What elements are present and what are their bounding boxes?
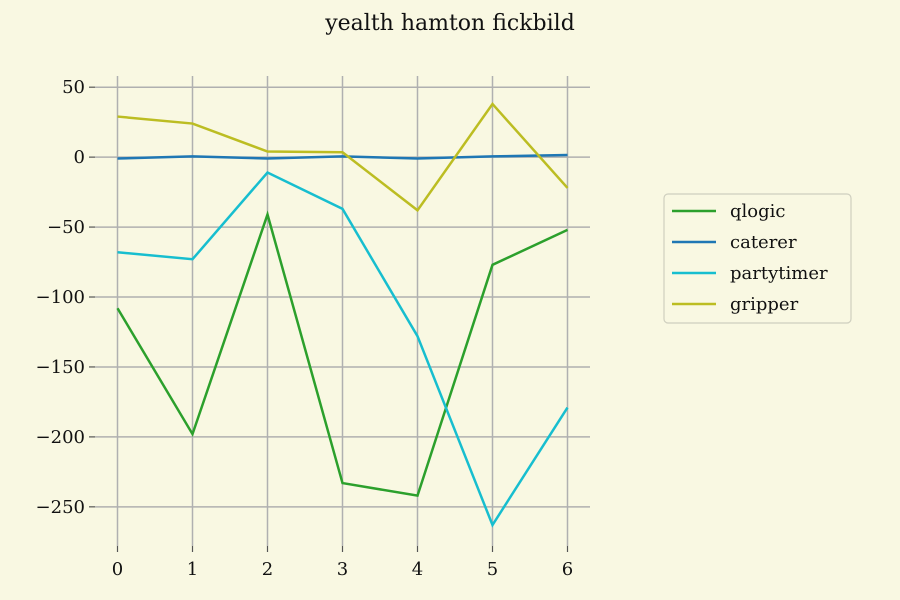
legend-label-caterer: caterer <box>730 232 797 253</box>
y-tick-label: 50 <box>62 77 85 98</box>
chart-title: yealth hamton fickbild <box>324 11 575 36</box>
series-lines <box>116 101 569 528</box>
series-line-qlogic <box>116 210 569 498</box>
legend: qlogic caterer partytimer gripper <box>663 193 852 324</box>
grid <box>95 76 590 546</box>
x-tick-label: 3 <box>337 559 348 580</box>
series-line-partytimer <box>117 170 569 528</box>
x-tick-label: 6 <box>562 559 573 580</box>
y-axis: 50 0 −50 −100 −150 −200 −250 <box>36 77 95 518</box>
series-line-gripper <box>117 101 569 213</box>
x-tick-label: 1 <box>187 559 198 580</box>
x-tick-label: 4 <box>412 559 423 580</box>
y-tick-label: −100 <box>36 287 85 308</box>
y-tick-label: −50 <box>47 217 85 238</box>
y-tick-label: 0 <box>74 147 85 168</box>
legend-label-qlogic: qlogic <box>730 201 785 222</box>
legend-label-gripper: gripper <box>730 294 799 315</box>
series-line-caterer <box>117 153 568 160</box>
x-tick-label: 2 <box>262 559 273 580</box>
legend-label-partytimer: partytimer <box>730 263 828 284</box>
x-axis: 0 1 2 3 4 5 6 <box>112 546 573 580</box>
legend-box <box>663 193 852 324</box>
y-tick-label: −150 <box>36 357 85 378</box>
x-tick-label: 5 <box>487 559 498 580</box>
y-tick-label: −200 <box>36 427 85 448</box>
x-tick-label: 0 <box>112 559 123 580</box>
y-tick-label: −250 <box>36 497 85 518</box>
